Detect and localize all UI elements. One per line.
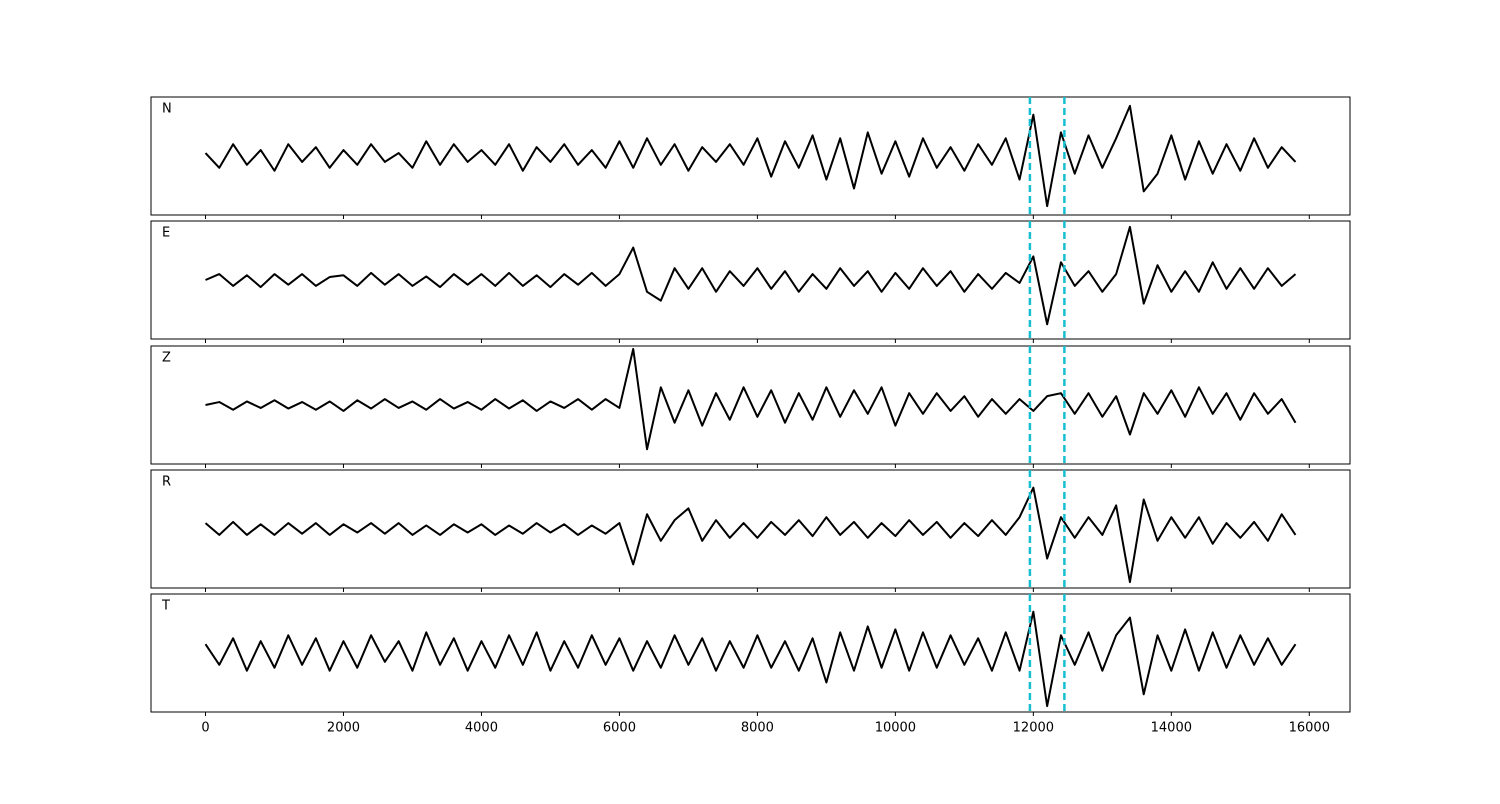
x-tick-label: 16000 <box>1289 721 1330 736</box>
trace <box>204 104 1297 208</box>
panel-label: R <box>162 475 171 490</box>
panel-label: N <box>162 102 172 117</box>
panel-frame <box>150 593 1351 713</box>
x-tick-label: 14000 <box>1151 721 1192 736</box>
trace <box>205 225 1297 326</box>
panel-label: T <box>161 599 170 614</box>
x-tick-label: 4000 <box>465 721 498 736</box>
x-tick-label: 0 <box>201 721 209 736</box>
x-tick-label: 8000 <box>741 721 774 736</box>
panel-frame <box>150 345 1351 465</box>
x-tick-label: 10000 <box>875 721 916 736</box>
panel-label: E <box>162 226 170 241</box>
panel-frame <box>150 469 1351 589</box>
panel-frame <box>150 220 1351 340</box>
x-tick-label: 2000 <box>327 721 360 736</box>
panel-label: Z <box>162 351 171 366</box>
trace <box>204 610 1297 708</box>
trace <box>205 347 1297 451</box>
panel-frame <box>150 96 1351 216</box>
trace <box>204 486 1297 584</box>
x-tick-label: 6000 <box>603 721 636 736</box>
x-tick-label: 12000 <box>1013 721 1054 736</box>
